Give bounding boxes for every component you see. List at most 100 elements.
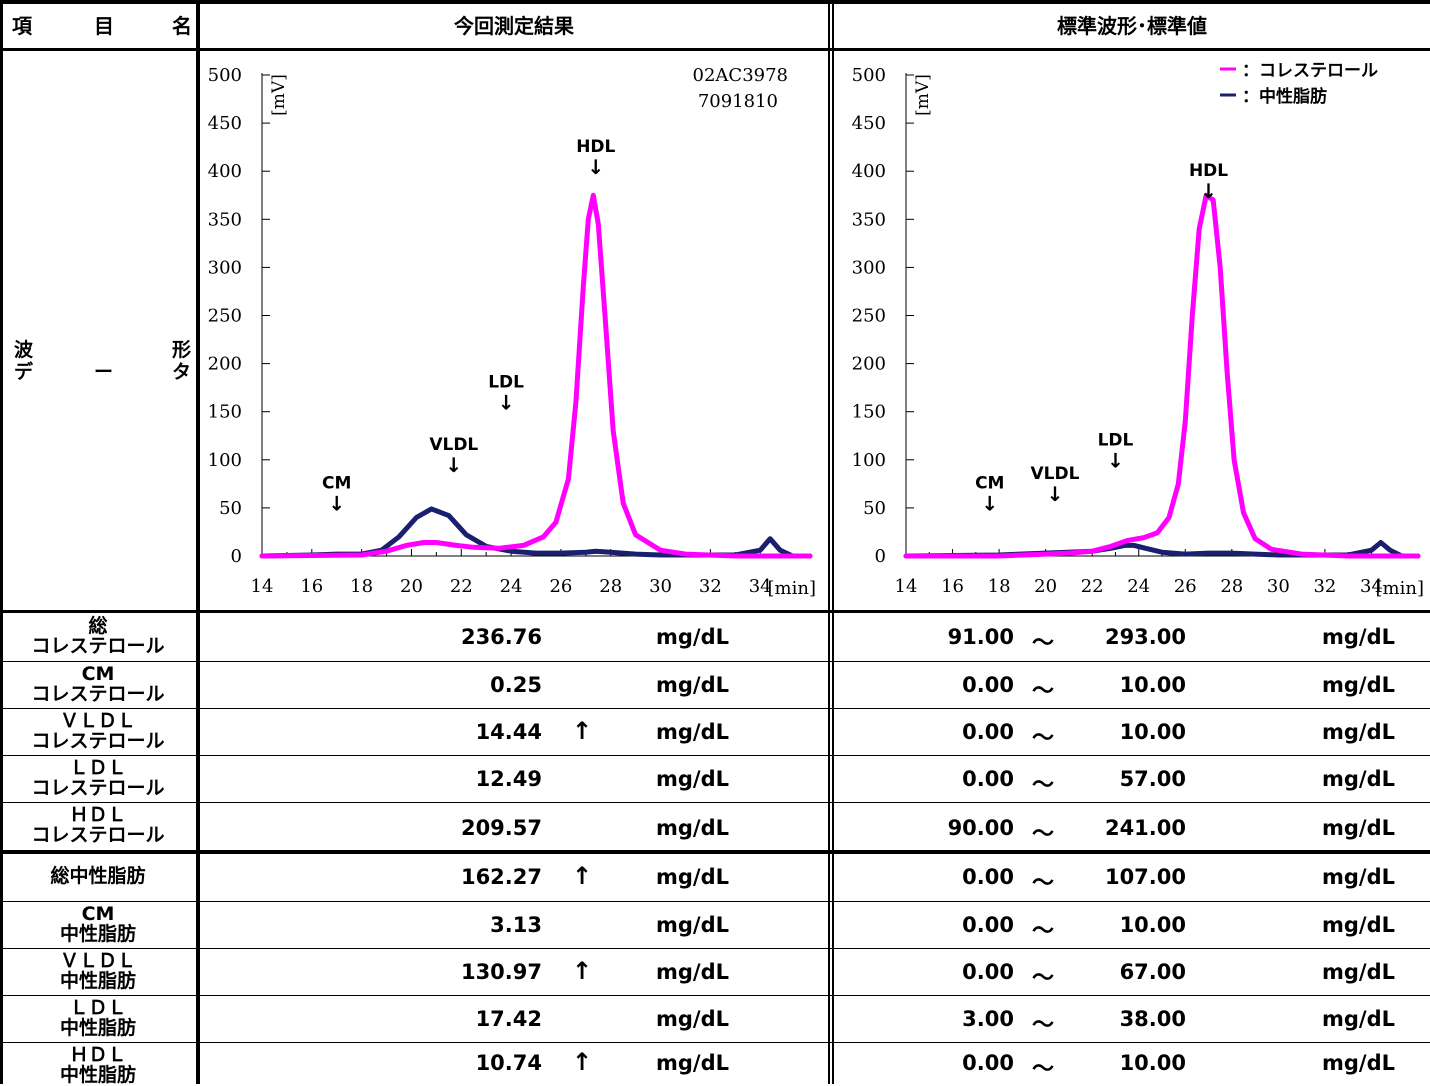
section-divider <box>0 850 1430 854</box>
waveform-label-c4: ー <box>94 361 114 383</box>
current-y-tick-label-7: 350 <box>208 209 242 230</box>
row-ref-low: 0.00 <box>962 960 1014 984</box>
standard-peak-label-vldl: VLDL <box>1030 464 1079 484</box>
row-divider <box>0 995 1430 996</box>
standard-y-tick-label-1: 50 <box>863 498 886 519</box>
row-unit: mg/dL <box>656 1051 729 1075</box>
row-unit: mg/dL <box>656 960 729 984</box>
current-y-tick-label-4: 200 <box>208 354 242 375</box>
standard-y-tick-label-5: 250 <box>852 306 886 327</box>
row-unit: mg/dL <box>656 816 729 840</box>
current-x-tick-label-0: 14 <box>251 576 274 597</box>
current-x-tick-label-8: 30 <box>649 576 672 597</box>
row-ref-low: 0.00 <box>962 913 1014 937</box>
waveform-label-c5: タ <box>172 361 192 383</box>
chart-divider <box>0 610 1430 613</box>
row-unit: mg/dL <box>656 913 729 937</box>
current-x-tick-label-6: 26 <box>549 576 572 597</box>
header-item-name: 項 目 名 <box>0 0 196 48</box>
standard-x-tick-label-0: 14 <box>895 576 918 597</box>
row-ref-high: 241.00 <box>1104 816 1186 840</box>
current-y-tick-label-6: 300 <box>208 257 242 278</box>
row-ref-unit: mg/dL <box>1322 1051 1395 1075</box>
row-value: 17.42 <box>475 1007 542 1031</box>
header-item-char-1: 項 <box>12 13 32 38</box>
row-value: 130.97 <box>460 960 542 984</box>
row-label: ＶＬＤＬ コレステロール <box>0 711 196 751</box>
standard-x-axis-label: [min] <box>1376 578 1424 599</box>
row-ref-high: 57.00 <box>1119 767 1186 791</box>
standard-x-tick-label-7: 28 <box>1220 576 1243 597</box>
table-row: ＬＤＬ コレステロール 12.49 mg/dL 0.00 ～ 57.00 mg/dL <box>0 756 1430 803</box>
current-x-tick-label-7: 28 <box>599 576 622 597</box>
current-annotation-id1: 02AC3978 <box>693 65 788 86</box>
row-ref-high: 107.00 <box>1104 865 1186 889</box>
standard-y-tick-label-8: 400 <box>852 161 886 182</box>
current-y-tick-label-3: 150 <box>208 402 242 423</box>
row-ref-tilde: ～ <box>1032 631 1055 656</box>
row-ref-low: 90.00 <box>947 816 1014 840</box>
row-label-line-1: CM <box>81 663 115 685</box>
row-ref-low: 91.00 <box>947 625 1014 649</box>
left-border <box>0 0 3 1084</box>
current-x-tick-label-10: 34 <box>749 576 772 597</box>
table-row: CM 中性脂肪 3.13 mg/dL 0.00 ～ 10.00 mg/dL <box>0 902 1430 949</box>
row-ref-tilde: ～ <box>1032 1013 1055 1038</box>
current-y-tick-label-9: 450 <box>208 113 242 134</box>
row-label: 総中性脂肪 <box>0 866 196 886</box>
row-ref-low: 0.00 <box>962 720 1014 744</box>
current-y-tick-label-10: 500 <box>208 65 242 86</box>
table-row: ＨＤＬ コレステロール 209.57 mg/dL 90.00 ～ 241.00 mg/dL <box>0 803 1430 854</box>
waveform-label-c2: 形 <box>172 339 192 361</box>
row-unit: mg/dL <box>656 625 729 649</box>
current-y-tick-label-5: 250 <box>208 306 242 327</box>
top-border <box>0 0 1430 4</box>
table-row: ＬＤＬ 中性脂肪 17.42 mg/dL 3.00 ～ 38.00 mg/dL <box>0 996 1430 1043</box>
row-divider <box>0 802 1430 803</box>
standard-peak-arrow-hdl: ↓ <box>1200 179 1217 203</box>
row-ref-low: 0.00 <box>962 673 1014 697</box>
row-ref-tilde: ～ <box>1032 919 1055 944</box>
row-label-line-1: CM <box>81 903 115 925</box>
standard-y-tick-label-6: 300 <box>852 257 886 278</box>
row-label: ＶＬＤＬ 中性脂肪 <box>0 951 196 991</box>
row-value: 209.57 <box>460 816 542 840</box>
row-label-line-1: ＬＤＬ <box>69 757 127 779</box>
standard-series-cholesterol <box>903 192 1421 559</box>
table-row: ＶＬＤＬ コレステロール 14.44 ↑ mg/dL 0.00 ～ 10.00 mg/dL <box>0 709 1430 756</box>
panel-divider-2 <box>832 0 834 1084</box>
row-ref-low: 0.00 <box>962 865 1014 889</box>
standard-legend-label-1: ：中性脂肪 <box>1242 86 1327 107</box>
row-ref-unit: mg/dL <box>1322 960 1395 984</box>
row-value: 12.49 <box>475 767 542 791</box>
standard-x-tick-label-6: 26 <box>1174 576 1197 597</box>
row-value: 236.76 <box>460 625 542 649</box>
standard-peak-label-ldl: LDL <box>1098 430 1134 450</box>
waveform-label: 波 形 デ ー タ <box>0 335 196 385</box>
standard-x-tick-label-2: 18 <box>988 576 1011 597</box>
row-divider <box>0 1042 1430 1043</box>
row-label-line-1: ＨＤＬ <box>69 1044 127 1066</box>
row-label-line-2: 中性脂肪 <box>59 970 136 992</box>
row-label-line-1: 総中性脂肪 <box>50 865 146 887</box>
current-y-tick-label-1: 50 <box>219 498 242 519</box>
standard-peak-arrow-vldl: ↓ <box>1047 482 1064 506</box>
row-label-line-1: 総 <box>88 615 108 637</box>
row-ref-tilde: ～ <box>1032 966 1055 991</box>
row-ref-high: 38.00 <box>1119 1007 1186 1031</box>
chart-current: 0 50 100 150 200 250 300 350 400 450 500 14 16 18 20 22… <box>208 65 816 599</box>
header-standard-title: 標準波形･標準値 <box>1057 13 1207 38</box>
current-series-triglyceride <box>259 506 813 559</box>
current-peak-label-hdl: HDL <box>576 137 615 157</box>
row-value: 162.27 <box>460 865 542 889</box>
row-label: CM コレステロール <box>0 664 196 704</box>
current-peak-label-ldl: LDL <box>488 373 524 393</box>
standard-x-tick-label-3: 20 <box>1034 576 1057 597</box>
row-label-line-1: ＨＤＬ <box>69 804 127 826</box>
row-label-line-2: コレステロール <box>31 824 165 846</box>
standard-y-tick-label-4: 200 <box>852 354 886 375</box>
row-ref-unit: mg/dL <box>1322 865 1395 889</box>
row-label-line-1: ＬＤＬ <box>69 997 127 1019</box>
current-peak-label-cm: CM <box>322 474 351 494</box>
current-x-tick-label-1: 16 <box>300 576 323 597</box>
